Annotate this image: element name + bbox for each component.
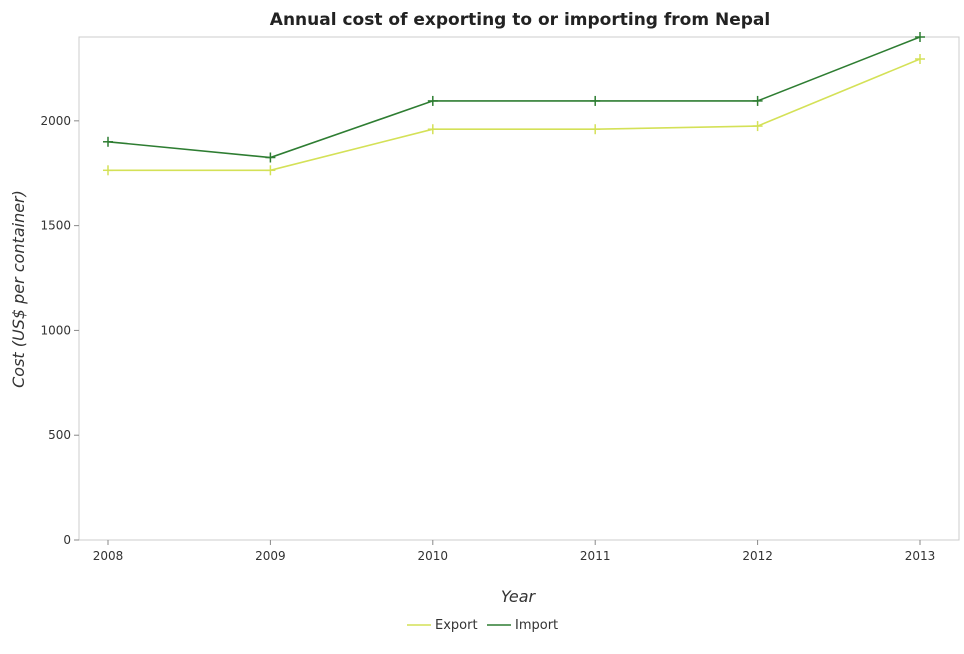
data-point-export [915, 54, 925, 65]
x-tick-label: 2011 [580, 549, 611, 563]
y-tick-label: 500 [48, 428, 71, 442]
x-tick-label: 2008 [93, 549, 124, 563]
chart-title: Annual cost of exporting to or importing… [270, 10, 770, 30]
data-point-import [752, 95, 763, 106]
x-tick-label: 2013 [905, 549, 936, 563]
legend-item-export: Export [407, 618, 478, 633]
data-point-import [265, 152, 276, 163]
data-point-export [103, 165, 113, 176]
y-axis: 0 500 1000 1500 2000 [40, 114, 79, 547]
plot-area [78, 36, 960, 541]
data-point-export [752, 121, 763, 132]
x-axis: 2008 2009 2010 2011 2012 2013 [93, 540, 936, 563]
data-point-export [265, 165, 276, 176]
series-line-export [108, 58, 921, 172]
y-tick-label: 1500 [40, 219, 71, 233]
y-tick-label: 2000 [40, 114, 71, 128]
data-point-import [427, 95, 438, 106]
legend-label: Import [515, 618, 558, 633]
x-tick-label: 2012 [742, 549, 773, 563]
data-point-import [590, 95, 601, 106]
data-point-import [915, 32, 925, 42]
series-line-import [107, 36, 921, 159]
legend-item-import: Import [487, 618, 558, 633]
x-tick-label: 2009 [255, 549, 286, 563]
legend: Export Import [407, 618, 558, 633]
data-point-import [103, 136, 113, 147]
data-point-export [590, 124, 601, 135]
y-tick-label: 0 [63, 533, 71, 547]
x-axis-title: Year [501, 587, 537, 606]
y-axis-title: Cost (US$ per container) [9, 190, 28, 388]
legend-label: Export [435, 618, 478, 633]
series-layer [103, 32, 925, 176]
x-tick-label: 2010 [418, 549, 449, 563]
y-tick-label: 1000 [40, 323, 71, 337]
data-point-export [427, 124, 438, 135]
